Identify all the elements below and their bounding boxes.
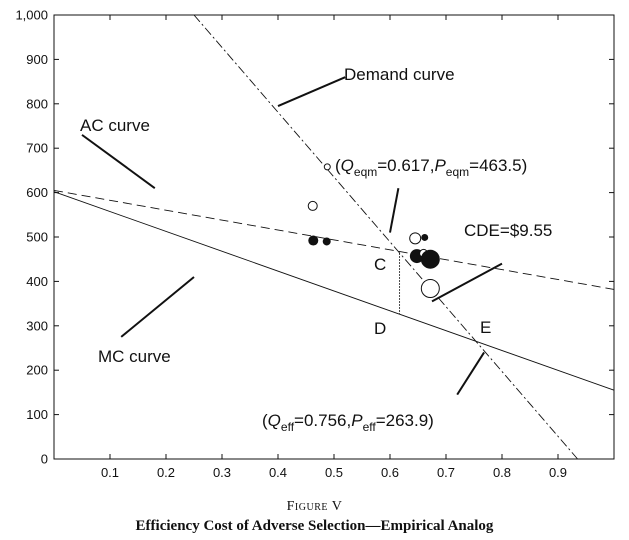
demand-curve	[193, 14, 578, 460]
x-tick-label: 0.3	[213, 465, 231, 480]
y-tick-label: 900	[26, 52, 48, 67]
figure-label: Figure V	[286, 499, 343, 514]
pointer-line	[81, 134, 156, 189]
chart-svg: 0.1 0.2 0.3 0.4 0.5 0.6 0.7 0.8 0.9 0 100 200 300 400…	[15, 8, 615, 480]
pointer-lines	[81, 76, 503, 396]
cde-label: CDE=$9.55	[464, 221, 552, 240]
point-c-label: C	[374, 255, 386, 274]
data-point	[308, 235, 319, 246]
chart: 0.1 0.2 0.3 0.4 0.5 0.6 0.7 0.8 0.9 0 100 200 300 400…	[15, 8, 615, 480]
pointer-line	[456, 351, 485, 396]
curves	[53, 14, 615, 460]
data-point	[421, 233, 429, 241]
data-points	[307, 163, 440, 299]
x-tick-label: 0.9	[549, 465, 567, 480]
pointer-line	[120, 276, 195, 338]
x-tick-label: 0.6	[381, 465, 399, 480]
pointer-line	[431, 262, 503, 303]
mc-curve	[53, 191, 615, 391]
y-tick-label: 200	[26, 363, 48, 378]
equilibrium-label: (Qeqm=0.617,Peqm=463.5)	[335, 156, 527, 179]
figure-caption: Efficiency Cost of Adverse Selection—Emp…	[135, 518, 494, 534]
x-tick-label: 0.1	[101, 465, 119, 480]
y-tick-label: 600	[26, 185, 48, 200]
data-point	[409, 232, 422, 245]
data-point	[420, 249, 440, 269]
x-tick-label: 0.2	[157, 465, 175, 480]
y-tick-label: 800	[26, 96, 48, 111]
ticks: 0.1 0.2 0.3 0.4 0.5 0.6 0.7 0.8 0.9 0 100 200 300 400…	[15, 8, 614, 480]
x-tick-label: 0.5	[325, 465, 343, 480]
y-tick-label: 700	[26, 141, 48, 156]
y-tick-label: 1,000	[15, 8, 48, 23]
point-d-label: D	[374, 319, 386, 338]
pointer-line	[389, 187, 400, 233]
ac-curve	[53, 189, 615, 290]
x-tick-label: 0.8	[493, 465, 511, 480]
y-tick-label: 100	[26, 407, 48, 422]
point-e-label: E	[480, 318, 491, 337]
y-tick-label: 400	[26, 274, 48, 289]
x-tick-label: 0.4	[269, 465, 287, 480]
y-tick-label: 0	[41, 452, 48, 467]
efficient-label: (Qeff=0.756,Peff=263.9)	[262, 411, 434, 434]
x-tick-label: 0.7	[437, 465, 455, 480]
data-point	[323, 163, 331, 171]
pointer-line	[277, 76, 346, 107]
mc-curve-label: MC curve	[98, 347, 171, 366]
data-point	[420, 279, 440, 299]
data-point	[307, 200, 318, 211]
demand-curve-label: Demand curve	[344, 65, 455, 84]
ac-curve-label: AC curve	[80, 116, 150, 135]
data-point	[322, 237, 331, 246]
y-tick-label: 300	[26, 318, 48, 333]
annotations: Demand curve AC curve MC curve C D E CDE…	[80, 65, 552, 434]
y-tick-label: 500	[26, 230, 48, 245]
